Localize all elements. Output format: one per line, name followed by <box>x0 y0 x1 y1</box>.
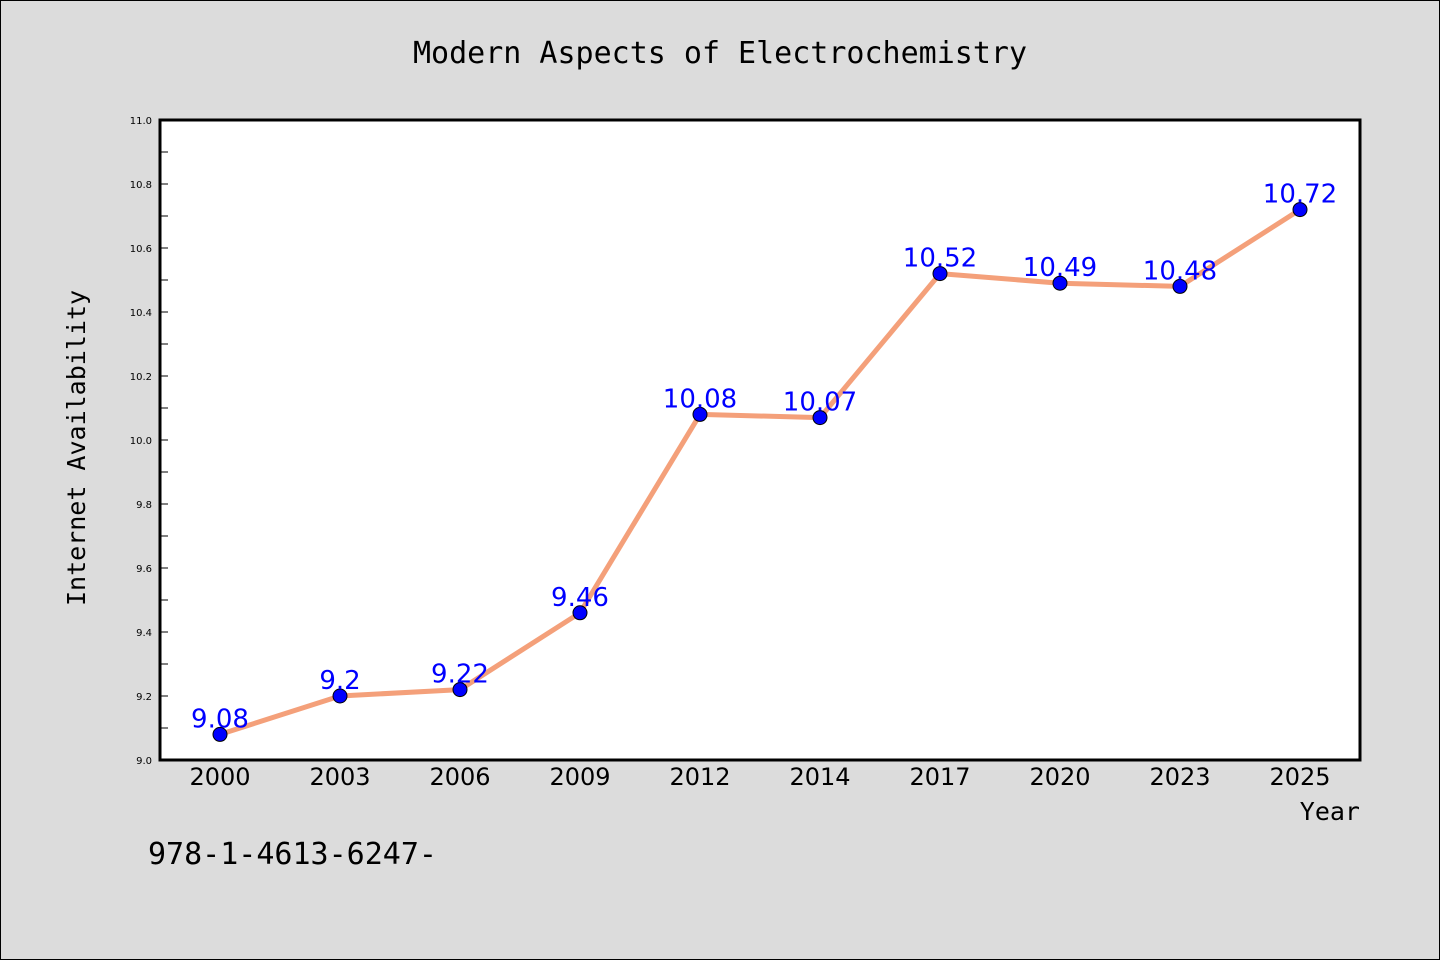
x-tick-label: 2020 <box>1029 763 1090 791</box>
data-point <box>692 406 708 422</box>
footnote-isbn: 978-1-4613-6247- <box>148 837 437 872</box>
y-tick-label: 9.0 <box>136 756 152 767</box>
data-point <box>932 266 948 282</box>
x-tick-label: 2000 <box>189 763 250 791</box>
series-markers <box>212 202 1308 742</box>
data-label: 9.22 <box>431 660 489 690</box>
data-point <box>1052 275 1068 291</box>
data-label: 10.72 <box>1263 180 1337 210</box>
x-tick-label: 2009 <box>549 763 610 791</box>
x-tick-label: 2003 <box>309 763 370 791</box>
data-label: 9.46 <box>551 583 609 613</box>
y-tick-label: 9.4 <box>136 628 152 639</box>
y-tick-label: 10.2 <box>130 372 152 383</box>
y-axis: 9.0 9.2 9.4 9.6 9.8 10.0 10.2 10.4 10.6 10.8 11.0 <box>130 116 168 767</box>
y-tick-label: 10.4 <box>130 308 152 319</box>
data-label: 10.08 <box>663 384 737 414</box>
data-point <box>1172 278 1188 294</box>
x-tick-label: 2006 <box>429 763 490 791</box>
y-tick-label: 9.2 <box>136 692 152 703</box>
x-axis: 2000 2003 2006 2009 2012 2014 2017 2020 2023 2025 <box>189 763 1330 791</box>
data-point <box>1292 202 1308 218</box>
y-tick-label: 9.8 <box>136 500 152 511</box>
data-point <box>572 605 588 621</box>
data-label: 10.48 <box>1143 256 1217 286</box>
x-tick-label: 2025 <box>1269 763 1330 791</box>
data-label: 10.49 <box>1023 253 1097 283</box>
chart-title: Modern Aspects of Electrochemistry <box>413 36 1027 71</box>
x-tick-label: 2023 <box>1149 763 1210 791</box>
data-point <box>332 688 348 704</box>
data-label: 9.08 <box>191 704 249 734</box>
y-tick-label: 10.6 <box>130 244 152 255</box>
x-tick-label: 2014 <box>789 763 850 791</box>
data-point <box>812 410 828 426</box>
data-point <box>212 726 228 742</box>
y-tick-label: 10.8 <box>130 180 152 191</box>
y-tick-label: 9.6 <box>136 564 152 575</box>
data-point <box>452 682 468 698</box>
y-tick-label: 10.0 <box>130 436 152 447</box>
data-label: 10.07 <box>783 388 857 418</box>
y-axis-label: Internet Availability <box>62 290 91 606</box>
data-label: 9.2 <box>319 666 360 696</box>
plot-area <box>158 118 1362 762</box>
x-tick-label: 2017 <box>909 763 970 791</box>
data-labels: 9.08 9.2 9.22 9.46 10.08 10.07 10.52 10.49 10.48… <box>191 180 1337 735</box>
y-tick-label: 11.0 <box>130 116 152 127</box>
data-label: 10.52 <box>903 244 977 274</box>
series-line <box>217 207 1303 737</box>
x-tick-label: 2012 <box>669 763 730 791</box>
x-axis-label: Year <box>1300 797 1360 826</box>
